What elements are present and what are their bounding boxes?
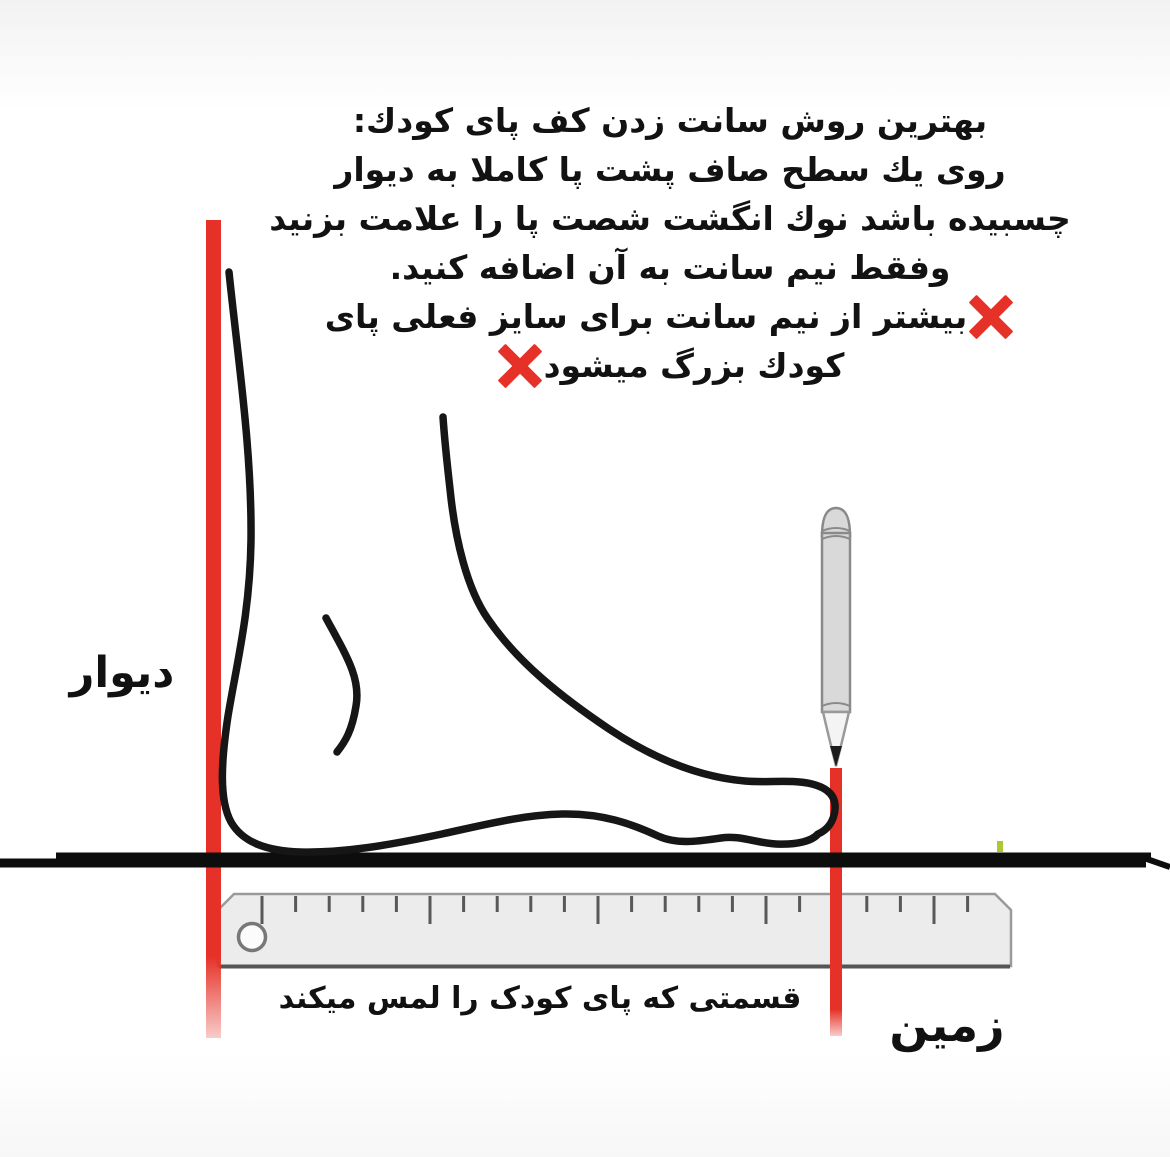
instruction-line-5: بیشتر از نیم سانت برای سایز فعلی پای bbox=[170, 292, 1170, 341]
warning-text-1: بیشتر از نیم سانت برای سایز فعلی پای bbox=[324, 297, 968, 336]
instruction-line-6: کودك بزرگ میشود bbox=[170, 341, 1170, 390]
pencil-marker-line bbox=[830, 768, 842, 1036]
ground-label: زمین bbox=[889, 998, 1005, 1052]
foot-outline-path bbox=[218, 268, 839, 856]
ankle-curve-path bbox=[322, 614, 361, 756]
pencil-body bbox=[820, 531, 852, 714]
ruler-caption: قسمتی که پای کودک را لمس میکند bbox=[278, 981, 802, 1016]
pencil-graphite bbox=[830, 746, 842, 767]
instructions-text-block: بهترین روش سانت زدن کف پای کودك: روی یك … bbox=[170, 96, 1170, 390]
pencil-icon bbox=[820, 506, 852, 767]
ruler-ticks bbox=[260, 896, 970, 924]
wall-label: دیوار bbox=[69, 648, 175, 698]
foot-drawing bbox=[218, 268, 839, 856]
wall-line bbox=[206, 220, 221, 1038]
instruction-line-1: بهترین روش سانت زدن کف پای کودك: bbox=[352, 101, 988, 140]
instruction-line-4: وفقط نیم سانت به آن اضافه کنید. bbox=[389, 248, 951, 287]
instruction-line-2: روی یك سطح صاف پشت پا کاملا به دیوار bbox=[334, 150, 1006, 189]
ground-line bbox=[0, 852, 1170, 870]
green-speck bbox=[997, 841, 1003, 852]
instruction-line-3: چسبیده باشد نوك انگشت شصت پا را علامت بز… bbox=[269, 199, 1071, 238]
ruler-hole bbox=[236, 921, 268, 953]
ruler bbox=[216, 892, 1013, 969]
ruler-body bbox=[216, 892, 1013, 968]
warning-text-2: کودك بزرگ میشود bbox=[543, 346, 845, 385]
